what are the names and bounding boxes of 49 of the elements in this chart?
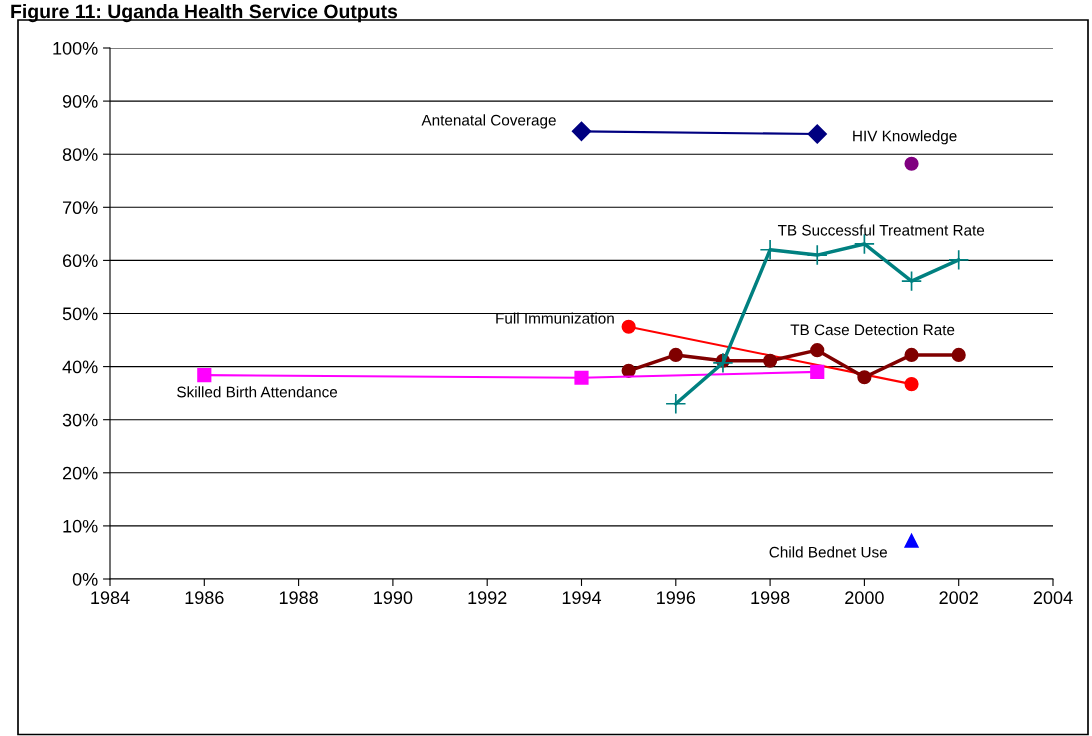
- series-label: TB Case Detection Rate: [790, 324, 955, 336]
- point: [665, 393, 687, 415]
- y-tick-label: 20%: [62, 466, 98, 480]
- point: [857, 370, 872, 385]
- x-tick-label: 1998: [751, 591, 790, 605]
- point: [621, 319, 636, 334]
- y-tick-label: 70%: [62, 201, 98, 215]
- point: [810, 343, 825, 358]
- point: [197, 368, 212, 383]
- y-tick-label: 30%: [62, 413, 98, 427]
- x-tick-label: 1986: [185, 591, 224, 605]
- point: [574, 370, 589, 385]
- x-tick-label: 1992: [468, 591, 507, 605]
- point: [806, 244, 828, 266]
- x-tick-label: 2000: [845, 591, 884, 605]
- y-tick-label: 10%: [63, 519, 98, 533]
- y-tick-label: 90%: [62, 95, 98, 108]
- point: [904, 156, 919, 171]
- point: [810, 364, 825, 379]
- x-tick-label: 2004: [1033, 591, 1073, 605]
- point: [904, 533, 919, 548]
- point: [904, 377, 919, 392]
- series-label: Antenatal Coverage: [421, 114, 556, 129]
- x-tick-label: 1984: [91, 591, 130, 605]
- y-tick-label: 60%: [62, 254, 98, 268]
- x-tick-label: 1990: [374, 591, 413, 605]
- y-tick-label: 0%: [72, 572, 98, 586]
- point: [900, 270, 923, 292]
- point: [807, 124, 827, 144]
- chart-title: Figure 11: Uganda Health Service Outputs: [11, 4, 398, 23]
- y-tick-label: 80%: [62, 148, 98, 161]
- x-tick-label: 1996: [657, 591, 696, 605]
- x-tick-label: 1988: [279, 591, 318, 605]
- y-tick-label: 100%: [53, 41, 98, 55]
- y-tick-label: 50%: [62, 307, 98, 321]
- x-tick-label: 2002: [939, 591, 978, 605]
- point: [571, 121, 592, 142]
- point: [668, 347, 683, 363]
- series-label: TB Successful Treatment Rate: [777, 224, 985, 236]
- y-tick-label: 40%: [62, 360, 98, 374]
- point: [904, 347, 919, 363]
- series-label: Skilled Birth Attendance: [177, 386, 338, 398]
- point: [712, 352, 734, 374]
- point: [763, 353, 778, 368]
- x-tick-label: 1994: [562, 591, 602, 605]
- series-label: Child Bednet Use: [769, 546, 887, 558]
- point: [951, 347, 966, 363]
- series-label: HIV Knowledge: [853, 130, 957, 145]
- point: [948, 249, 970, 271]
